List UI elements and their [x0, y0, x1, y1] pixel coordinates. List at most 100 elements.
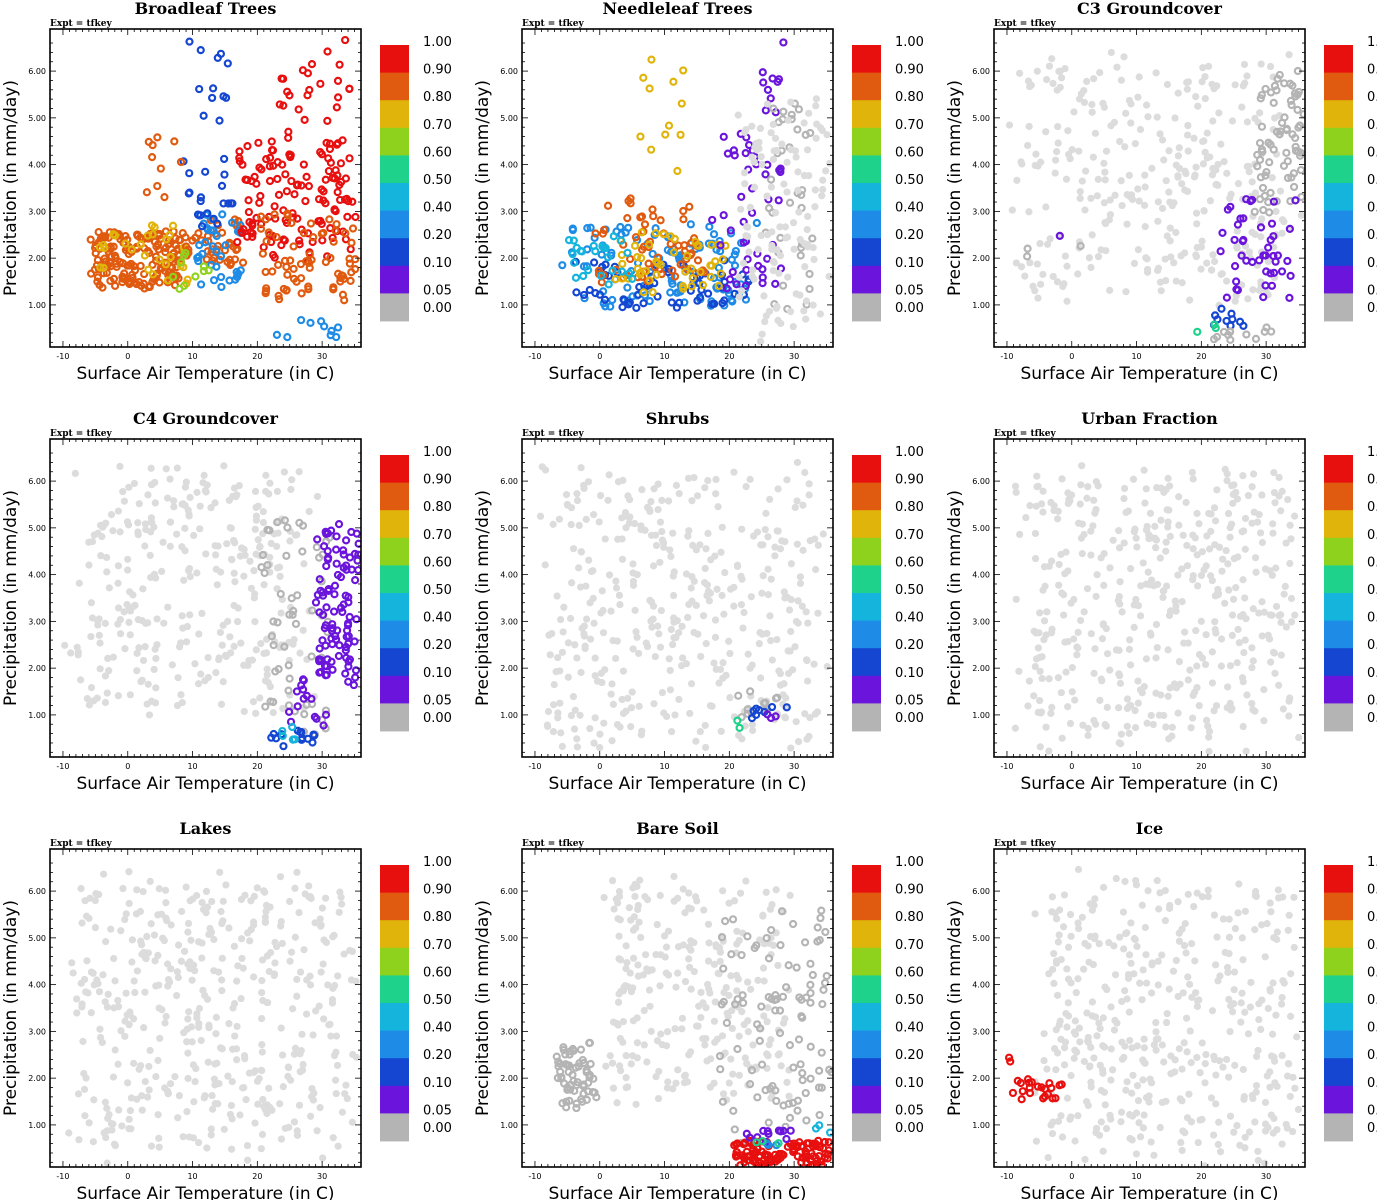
data-point: [277, 917, 285, 926]
data-point: [346, 946, 354, 955]
data-point: [175, 284, 184, 293]
data-point: [289, 606, 298, 616]
data-point: [265, 162, 274, 171]
data-point: [556, 667, 564, 675]
x-tick-label: 10: [187, 762, 197, 771]
data-point: [579, 271, 588, 281]
data-point: [333, 1061, 342, 1070]
data-point: [310, 712, 319, 721]
data-point: [1262, 267, 1271, 276]
data-point: [265, 1084, 273, 1092]
data-point: [265, 176, 275, 186]
data-point: [183, 275, 192, 284]
data-point: [589, 567, 597, 575]
data-point: [741, 149, 750, 158]
data-point: [103, 689, 111, 697]
data-point: [1243, 72, 1251, 80]
data-point: [1213, 82, 1221, 90]
data-point: [1267, 281, 1277, 290]
data-point: [1250, 508, 1258, 516]
data-point: [800, 119, 808, 127]
data-point: [1221, 599, 1229, 607]
data-point: [1226, 335, 1235, 345]
data-point: [136, 261, 145, 271]
data-point: [179, 500, 187, 508]
data-point: [111, 977, 119, 985]
data-point: [1242, 330, 1251, 339]
data-point: [1045, 675, 1053, 683]
data-point: [706, 261, 715, 270]
data-point: [329, 607, 339, 616]
data-point: [1210, 257, 1219, 266]
data-point: [787, 110, 796, 119]
data-point: [1154, 198, 1162, 206]
colorbar-segment: [380, 565, 409, 594]
colorbar-label: 0.50: [895, 173, 924, 188]
data-point: [796, 243, 806, 252]
data-point: [794, 105, 804, 114]
data-point: [681, 267, 690, 276]
data-point: [1235, 639, 1243, 647]
data-point: [623, 958, 631, 967]
data-point: [279, 704, 287, 713]
data-point: [1233, 659, 1241, 667]
data-point: [114, 604, 123, 612]
data-point: [253, 884, 261, 892]
data-point: [99, 870, 108, 878]
data-point: [206, 930, 215, 938]
data-point: [85, 561, 93, 569]
colorbar-segment: [380, 72, 409, 101]
data-point: [238, 160, 247, 169]
data-point: [333, 76, 343, 85]
data-point: [94, 617, 102, 625]
data-point: [1116, 578, 1124, 586]
data-point: [260, 581, 268, 589]
data-point: [114, 692, 122, 700]
data-point: [667, 298, 676, 307]
data-point: [1120, 539, 1128, 547]
chart-title: Bare Soil: [636, 819, 718, 838]
data-point: [1154, 217, 1162, 225]
data-point: [779, 107, 788, 116]
data-point: [1131, 140, 1139, 148]
data-point: [624, 492, 632, 500]
data-point: [332, 332, 341, 342]
data-point: [1241, 514, 1250, 523]
data-point: [208, 897, 216, 906]
data-point: [170, 137, 179, 146]
data-point: [762, 312, 770, 320]
data-point: [280, 516, 289, 525]
data-point: [262, 901, 271, 910]
data-point: [303, 229, 313, 238]
data-point: [128, 958, 136, 966]
data-point: [626, 199, 635, 208]
data-point: [678, 622, 686, 630]
data-point: [1197, 571, 1206, 580]
data-point: [257, 563, 266, 572]
data-point: [153, 181, 162, 191]
data-point: [209, 84, 218, 93]
data-point: [233, 272, 242, 282]
data-point: [101, 698, 110, 707]
data-point: [160, 193, 169, 202]
data-point: [1048, 703, 1056, 711]
data-point: [1103, 703, 1111, 711]
data-point: [1205, 747, 1213, 756]
data-point: [1127, 100, 1135, 108]
data-point: [585, 285, 594, 295]
data-point: [609, 1018, 618, 1026]
data-point: [1096, 696, 1104, 704]
data-point: [756, 124, 765, 133]
data-point: [749, 706, 758, 716]
data-point: [1279, 705, 1287, 713]
data-point: [759, 572, 767, 580]
data-point: [1093, 571, 1101, 579]
data-point: [334, 972, 342, 980]
data-point: [741, 180, 749, 188]
data-point: [1192, 163, 1200, 171]
data-point: [664, 1078, 672, 1086]
data-point: [71, 469, 79, 478]
data-point: [1080, 608, 1088, 616]
data-point: [259, 1095, 267, 1104]
data-point: [602, 1062, 610, 1070]
